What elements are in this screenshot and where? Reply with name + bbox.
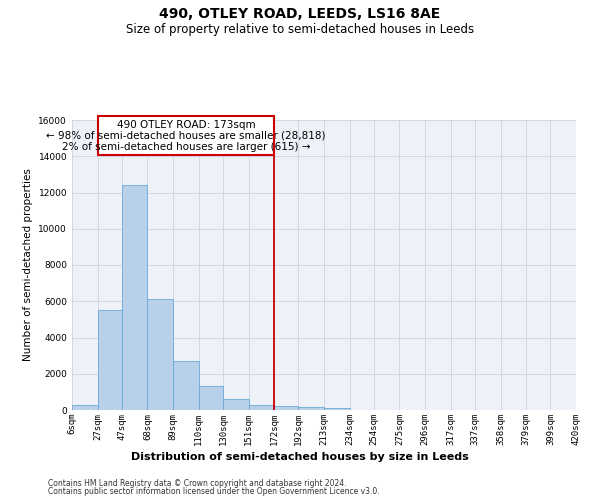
Bar [248, 406, 274, 410]
Bar [98, 310, 122, 410]
Y-axis label: Number of semi-detached properties: Number of semi-detached properties [23, 168, 33, 362]
Bar [223, 399, 248, 410]
Text: 490 OTLEY ROAD: 173sqm: 490 OTLEY ROAD: 173sqm [116, 120, 255, 130]
Bar [298, 408, 324, 410]
Bar [199, 386, 223, 410]
Text: Contains public sector information licensed under the Open Government Licence v3: Contains public sector information licen… [48, 487, 380, 496]
Bar [173, 361, 199, 410]
Text: 2% of semi-detached houses are larger (615) →: 2% of semi-detached houses are larger (6… [62, 142, 310, 152]
Bar [324, 408, 350, 410]
Text: Size of property relative to semi-detached houses in Leeds: Size of property relative to semi-detach… [126, 22, 474, 36]
Text: 490, OTLEY ROAD, LEEDS, LS16 8AE: 490, OTLEY ROAD, LEEDS, LS16 8AE [160, 8, 440, 22]
FancyBboxPatch shape [98, 116, 274, 156]
Bar [274, 406, 298, 410]
Text: Contains HM Land Registry data © Crown copyright and database right 2024.: Contains HM Land Registry data © Crown c… [48, 478, 347, 488]
Bar [122, 185, 148, 410]
Bar [148, 298, 173, 410]
Text: Distribution of semi-detached houses by size in Leeds: Distribution of semi-detached houses by … [131, 452, 469, 462]
Text: ← 98% of semi-detached houses are smaller (28,818): ← 98% of semi-detached houses are smalle… [46, 131, 326, 141]
Bar [72, 404, 98, 410]
